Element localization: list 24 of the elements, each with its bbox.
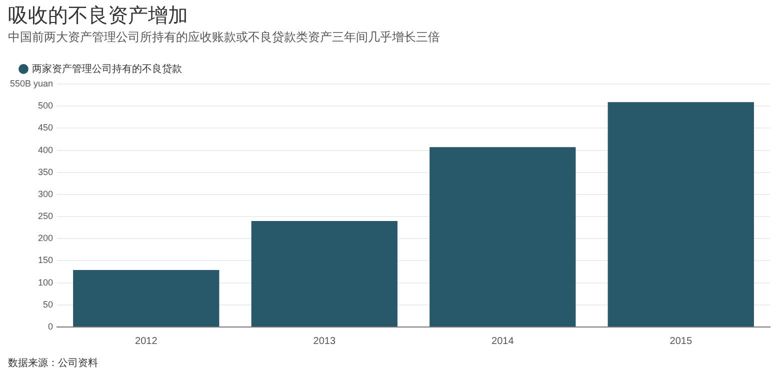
x-tick-label: 2013 [313, 336, 336, 347]
x-tick-label: 2012 [135, 336, 158, 347]
source-note: 数据来源：公司资料 [8, 356, 98, 370]
y-tick-label: 400 [38, 144, 54, 155]
x-tick-label: 2015 [670, 336, 692, 347]
y-tick-label: 200 [38, 233, 54, 244]
y-tick-label: 0 [48, 321, 54, 332]
y-tick-label: 300 [38, 188, 54, 199]
y-tick-label: 250 [38, 211, 54, 222]
x-tick-label: 2014 [492, 336, 514, 347]
bar [430, 147, 576, 326]
y-tick-label: 100 [38, 277, 54, 288]
y-tick-label: 50 [43, 299, 54, 310]
bar [73, 270, 220, 326]
y-tick-label: 150 [38, 255, 54, 266]
bar [608, 102, 754, 326]
y-tick-label: 500 [38, 100, 54, 111]
chart-subtitle: 中国前两大资产管理公司所持有的应收账款或不良贷款类资产三年间几乎增长三倍 [8, 29, 440, 46]
y-tick-label: 550B yuan [10, 78, 54, 88]
y-tick-label: 350 [38, 166, 54, 177]
bar [251, 220, 398, 326]
y-tick-label: 450 [38, 122, 54, 133]
chart-title: 吸收的不良资产增加 [8, 2, 188, 29]
legend-label: 两家资产管理公司持有的不良贷款 [32, 62, 182, 75]
